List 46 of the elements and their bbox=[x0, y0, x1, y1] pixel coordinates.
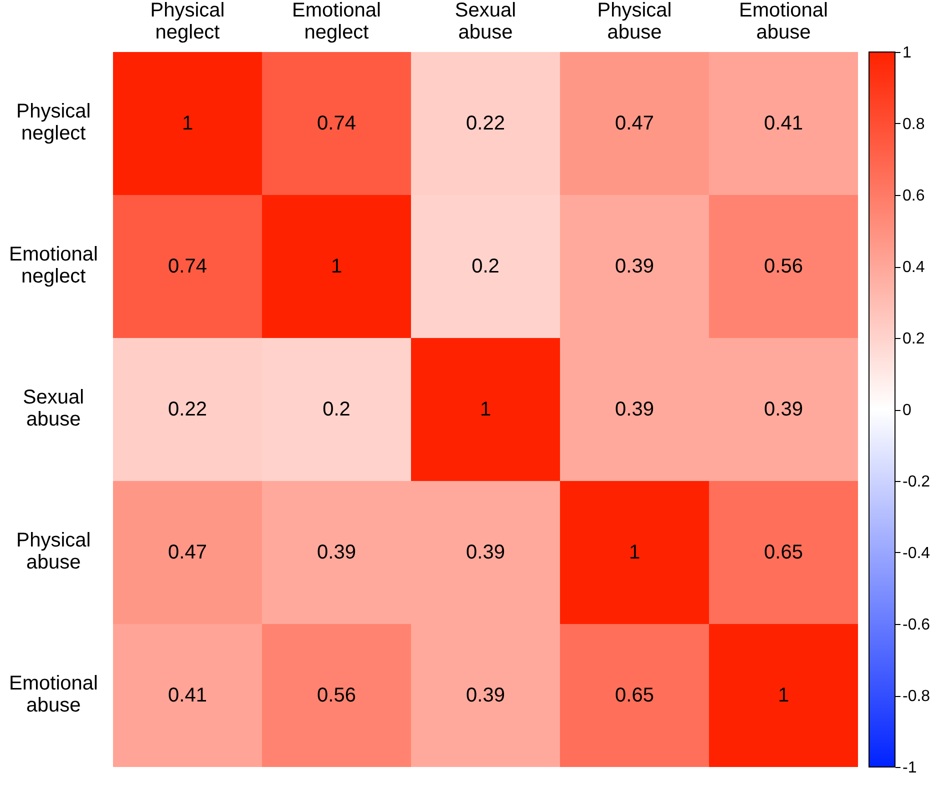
color-bar-label: 1 bbox=[902, 44, 912, 62]
data-label: 0.47 bbox=[168, 542, 207, 564]
color-bar-label: -0.2 bbox=[902, 474, 930, 490]
y-tick-label: Physical neglect bbox=[16, 100, 91, 144]
y-tick-label: Physical abuse bbox=[16, 530, 91, 574]
y-tick-label: Emotional neglect bbox=[9, 244, 98, 288]
data-label: 0.56 bbox=[764, 256, 803, 278]
x-tick-label: Emotional neglect bbox=[292, 0, 381, 44]
y-tick-label: Emotional abuse bbox=[9, 672, 98, 716]
data-label: 0.39 bbox=[466, 684, 505, 706]
x-tick-label: Physical abuse bbox=[597, 0, 672, 44]
color-bar-label: -1 bbox=[902, 760, 917, 776]
color-bar-label: -0.4 bbox=[902, 545, 930, 562]
data-label: 1 bbox=[330, 256, 342, 278]
data-label: 0.39 bbox=[317, 542, 356, 564]
data-label: 0.56 bbox=[317, 684, 356, 706]
data-label: 0.41 bbox=[168, 684, 207, 706]
data-label: 0.39 bbox=[764, 398, 803, 420]
x-tick-label: Physical neglect bbox=[150, 0, 225, 44]
data-label: 1 bbox=[480, 398, 492, 420]
color-bar-label: -0.6 bbox=[902, 616, 930, 634]
color-bar-label: 0.8 bbox=[902, 116, 925, 133]
data-label: 0.22 bbox=[168, 398, 207, 420]
color-bar-label: 0.4 bbox=[902, 259, 925, 276]
data-label: 0.65 bbox=[764, 542, 803, 564]
data-label: 1 bbox=[182, 112, 194, 134]
data-label: 0.74 bbox=[168, 256, 207, 278]
color-bar-label: 0 bbox=[902, 402, 912, 419]
color-bar-label: 0.6 bbox=[902, 188, 925, 204]
data-label: 0.39 bbox=[615, 398, 654, 420]
data-label: 1 bbox=[628, 542, 640, 564]
data-label: 0.65 bbox=[615, 684, 654, 706]
data-label: 0.39 bbox=[615, 256, 654, 278]
data-label: 0.2 bbox=[472, 256, 500, 278]
data-label: 0.74 bbox=[317, 112, 356, 134]
x-tick-label: Emotional abuse bbox=[739, 0, 828, 44]
color-bar-label: 0.2 bbox=[902, 330, 925, 348]
x-tick-label: Sexual abuse bbox=[454, 0, 516, 44]
data-label: 0.41 bbox=[764, 112, 803, 134]
data-label: 1 bbox=[778, 684, 790, 706]
y-tick-label: Sexual abuse bbox=[22, 386, 84, 430]
color-bar-label: -0.8 bbox=[902, 688, 930, 705]
data-label: 0.22 bbox=[466, 112, 505, 134]
data-label: 0.39 bbox=[466, 542, 505, 564]
data-label: 0.2 bbox=[322, 398, 350, 420]
data-label: 0.47 bbox=[615, 112, 654, 134]
